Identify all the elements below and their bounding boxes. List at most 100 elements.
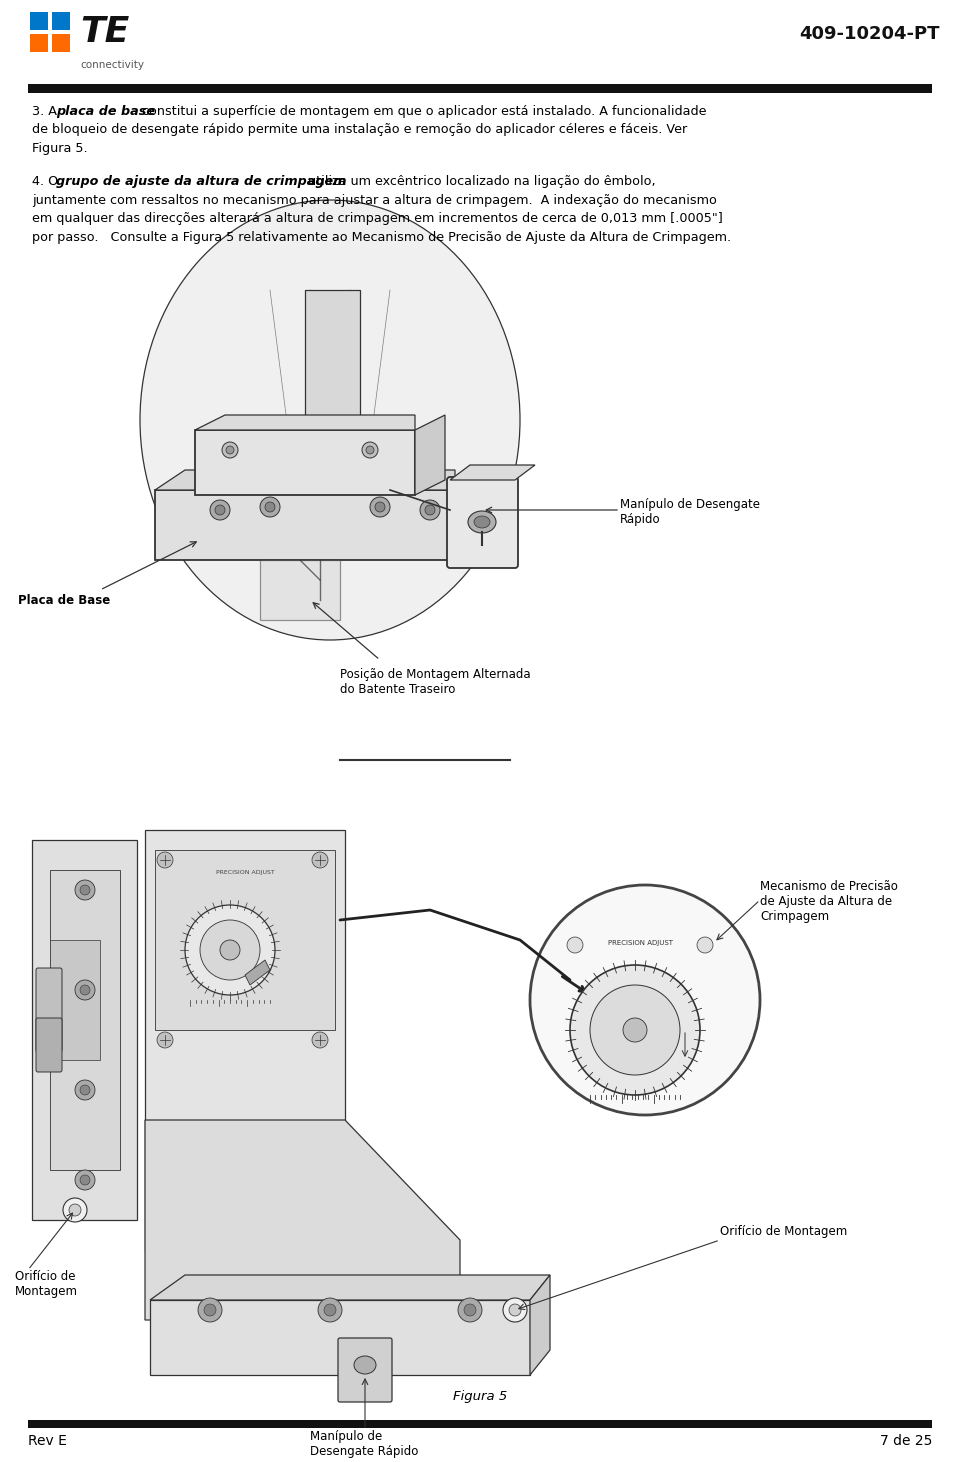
Circle shape	[425, 504, 435, 515]
Text: placa de base: placa de base	[56, 105, 155, 118]
Circle shape	[80, 1085, 90, 1095]
Polygon shape	[260, 560, 340, 620]
Text: 409-10204-PT: 409-10204-PT	[800, 25, 940, 42]
Bar	[52, 12, 70, 31]
Bar	[28, 83, 932, 94]
Text: TE: TE	[80, 15, 130, 50]
Circle shape	[324, 1304, 336, 1316]
Text: Manípulo de
Desengate Rápido: Manípulo de Desengate Rápido	[310, 1430, 419, 1458]
Ellipse shape	[140, 200, 520, 640]
Polygon shape	[450, 465, 535, 480]
Text: juntamente com ressaltos no mecanismo para ajustar a altura de crimpagem.  A ind: juntamente com ressaltos no mecanismo pa…	[32, 194, 717, 206]
Ellipse shape	[468, 512, 496, 534]
Ellipse shape	[474, 516, 490, 528]
Text: de bloqueio de desengate rápido permite uma instalação e remoção do aplicador cé: de bloqueio de desengate rápido permite …	[32, 123, 687, 136]
Circle shape	[464, 1304, 476, 1316]
FancyBboxPatch shape	[36, 1018, 62, 1072]
FancyBboxPatch shape	[50, 940, 100, 1060]
Circle shape	[318, 1298, 342, 1322]
Text: 7 de 25: 7 de 25	[879, 1434, 932, 1447]
FancyBboxPatch shape	[155, 849, 335, 1031]
Circle shape	[375, 501, 385, 512]
Polygon shape	[195, 415, 415, 430]
Circle shape	[458, 1298, 482, 1322]
Text: Orifício de
Montagem: Orifício de Montagem	[15, 1270, 78, 1298]
FancyBboxPatch shape	[195, 430, 415, 496]
Polygon shape	[530, 1275, 550, 1374]
Circle shape	[623, 1018, 647, 1042]
Circle shape	[198, 1298, 222, 1322]
Circle shape	[80, 885, 90, 895]
Polygon shape	[155, 469, 455, 490]
Circle shape	[75, 1170, 95, 1190]
FancyBboxPatch shape	[50, 870, 120, 1170]
Bar	[28, 1420, 932, 1428]
Circle shape	[210, 500, 230, 520]
Circle shape	[260, 497, 280, 518]
Circle shape	[204, 1304, 216, 1316]
Circle shape	[226, 446, 234, 455]
Circle shape	[370, 497, 390, 518]
Bar	[30, 12, 48, 31]
Circle shape	[265, 501, 275, 512]
Circle shape	[220, 940, 240, 961]
FancyBboxPatch shape	[305, 289, 360, 420]
Text: constitui a superfície de montagem em que o aplicador está instalado. A funciona: constitui a superfície de montagem em qu…	[138, 105, 707, 118]
Text: Rev E: Rev E	[28, 1434, 67, 1447]
Circle shape	[215, 504, 225, 515]
Circle shape	[222, 442, 238, 458]
Circle shape	[366, 446, 374, 455]
Circle shape	[420, 500, 440, 520]
Text: utiliza um excêntrico localizado na ligação do êmbolo,: utiliza um excêntrico localizado na liga…	[304, 175, 656, 189]
Circle shape	[63, 1197, 87, 1222]
Circle shape	[75, 980, 95, 1000]
FancyBboxPatch shape	[447, 477, 518, 569]
Text: Figura 5.: Figura 5.	[32, 142, 87, 155]
Text: Mecanismo de Precisão
de Ajuste da Altura de
Crimpagem: Mecanismo de Precisão de Ajuste da Altur…	[760, 880, 898, 923]
Polygon shape	[145, 1120, 460, 1320]
Circle shape	[80, 985, 90, 996]
Bar	[30, 34, 48, 53]
Text: 3. A: 3. A	[32, 105, 61, 118]
Text: Posição de Montagem Alternada
do Batente Traseiro: Posição de Montagem Alternada do Batente…	[340, 668, 531, 696]
Text: connectivity: connectivity	[80, 60, 144, 70]
Circle shape	[590, 985, 680, 1075]
Text: 4. O: 4. O	[32, 175, 62, 189]
FancyBboxPatch shape	[155, 490, 455, 560]
Circle shape	[362, 442, 378, 458]
Circle shape	[75, 880, 95, 901]
Text: por passo.   Consulte a Figura 5 relativamente ao Mecanismo de Precisão de Ajust: por passo. Consulte a Figura 5 relativam…	[32, 231, 732, 244]
Circle shape	[157, 852, 173, 868]
Text: Placa de Base: Placa de Base	[18, 594, 110, 607]
Circle shape	[567, 937, 583, 953]
Circle shape	[200, 920, 260, 980]
Circle shape	[697, 937, 713, 953]
Polygon shape	[245, 961, 270, 985]
Circle shape	[509, 1304, 521, 1316]
FancyBboxPatch shape	[145, 830, 345, 1250]
Bar	[52, 34, 70, 53]
Text: PRECISION ADJUST: PRECISION ADJUST	[608, 940, 673, 946]
Ellipse shape	[354, 1355, 376, 1374]
Circle shape	[80, 1175, 90, 1186]
Text: PRECISION ADJUST: PRECISION ADJUST	[216, 870, 275, 874]
Circle shape	[185, 905, 275, 996]
Circle shape	[69, 1205, 81, 1216]
Text: Figura 5: Figura 5	[453, 1390, 507, 1404]
Circle shape	[312, 1032, 328, 1048]
Circle shape	[75, 1080, 95, 1099]
Polygon shape	[150, 1275, 550, 1300]
Polygon shape	[455, 469, 485, 560]
Text: grupo de ajuste da altura de crimpagem: grupo de ajuste da altura de crimpagem	[56, 175, 347, 189]
Circle shape	[570, 965, 700, 1095]
Text: Orifício de Montagem: Orifício de Montagem	[720, 1225, 848, 1238]
FancyBboxPatch shape	[36, 968, 62, 1053]
Text: em qualquer das direcções alterará a altura de crimpagem em incrementos de cerca: em qualquer das direcções alterará a alt…	[32, 212, 723, 225]
FancyBboxPatch shape	[32, 841, 137, 1219]
Circle shape	[157, 1032, 173, 1048]
Circle shape	[503, 1298, 527, 1322]
Polygon shape	[415, 415, 445, 496]
FancyBboxPatch shape	[338, 1338, 392, 1402]
FancyBboxPatch shape	[150, 1300, 530, 1374]
Circle shape	[530, 885, 760, 1116]
